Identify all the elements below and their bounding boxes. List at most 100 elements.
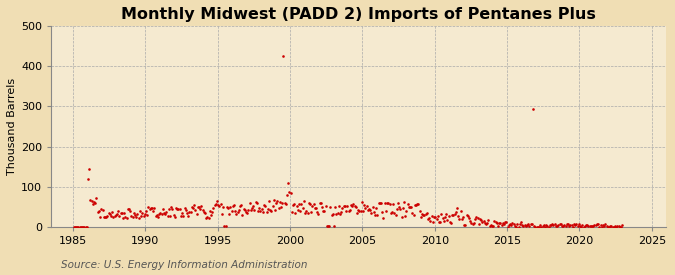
Point — [551, 224, 562, 229]
Point — [358, 209, 369, 213]
Point — [281, 193, 292, 198]
Point — [248, 204, 259, 208]
Point — [408, 212, 419, 217]
Point — [296, 202, 307, 206]
Point — [291, 204, 302, 208]
Point — [525, 222, 536, 226]
Point — [331, 212, 342, 216]
Point — [99, 215, 110, 219]
Point — [493, 223, 504, 228]
Point — [148, 209, 159, 213]
Point — [541, 223, 551, 227]
Point — [496, 223, 507, 227]
Point — [218, 205, 229, 209]
Point — [300, 211, 310, 215]
Point — [174, 207, 185, 211]
Point — [599, 223, 610, 228]
Point — [387, 210, 398, 214]
Point — [157, 207, 168, 211]
Point — [437, 216, 448, 221]
Point — [376, 201, 387, 206]
Point — [467, 221, 478, 226]
Point — [155, 211, 166, 215]
Point — [490, 219, 501, 224]
Point — [610, 224, 620, 228]
Point — [261, 210, 272, 214]
Point — [608, 225, 618, 229]
Point — [432, 214, 443, 218]
Point — [246, 208, 256, 213]
Point — [301, 208, 312, 213]
Point — [313, 211, 324, 216]
Point — [271, 200, 281, 205]
Point — [145, 205, 156, 210]
Point — [392, 207, 402, 211]
Point — [537, 224, 548, 229]
Point — [395, 207, 406, 211]
Point — [347, 204, 358, 208]
Point — [518, 224, 529, 228]
Point — [183, 214, 194, 218]
Point — [529, 224, 539, 229]
Point — [560, 224, 571, 228]
Point — [290, 211, 301, 215]
Point — [310, 206, 321, 210]
Point — [595, 223, 606, 228]
Point — [73, 225, 84, 229]
Point — [294, 202, 304, 207]
Point — [483, 218, 494, 222]
Point — [82, 176, 93, 181]
Point — [142, 213, 153, 217]
Point — [545, 223, 556, 227]
Point — [119, 210, 130, 215]
Point — [256, 207, 267, 211]
Point — [207, 210, 217, 215]
Point — [99, 214, 109, 219]
Point — [375, 201, 385, 205]
Point — [114, 214, 125, 219]
Point — [488, 224, 499, 228]
Point — [306, 210, 317, 214]
Point — [585, 223, 595, 228]
Point — [275, 205, 286, 209]
Point — [487, 224, 497, 228]
Point — [185, 210, 196, 214]
Point — [543, 225, 554, 229]
Point — [402, 202, 413, 207]
Point — [85, 198, 96, 203]
Point — [279, 201, 290, 205]
Point — [574, 224, 585, 228]
Point — [225, 205, 236, 209]
Point — [318, 209, 329, 213]
Point — [412, 202, 423, 207]
Point — [254, 206, 265, 210]
Point — [200, 211, 211, 216]
Point — [243, 208, 254, 212]
Point — [162, 213, 173, 218]
Point — [232, 210, 243, 214]
Point — [214, 204, 225, 208]
Point — [283, 181, 294, 186]
Point — [105, 213, 116, 218]
Point — [485, 223, 496, 227]
Point — [223, 212, 234, 216]
Point — [71, 225, 82, 229]
Point — [272, 199, 283, 204]
Point — [456, 217, 467, 222]
Point — [90, 200, 101, 205]
Point — [508, 222, 519, 226]
Point — [235, 204, 246, 208]
Point — [579, 224, 590, 229]
Point — [536, 225, 547, 229]
Point — [454, 216, 465, 221]
Point — [325, 205, 336, 209]
Point — [234, 208, 244, 212]
Point — [252, 200, 263, 205]
Point — [384, 202, 395, 207]
Point — [137, 211, 148, 215]
Point — [131, 215, 142, 219]
Point — [571, 222, 582, 227]
Point — [472, 216, 483, 220]
Point — [398, 200, 409, 204]
Point — [531, 225, 542, 229]
